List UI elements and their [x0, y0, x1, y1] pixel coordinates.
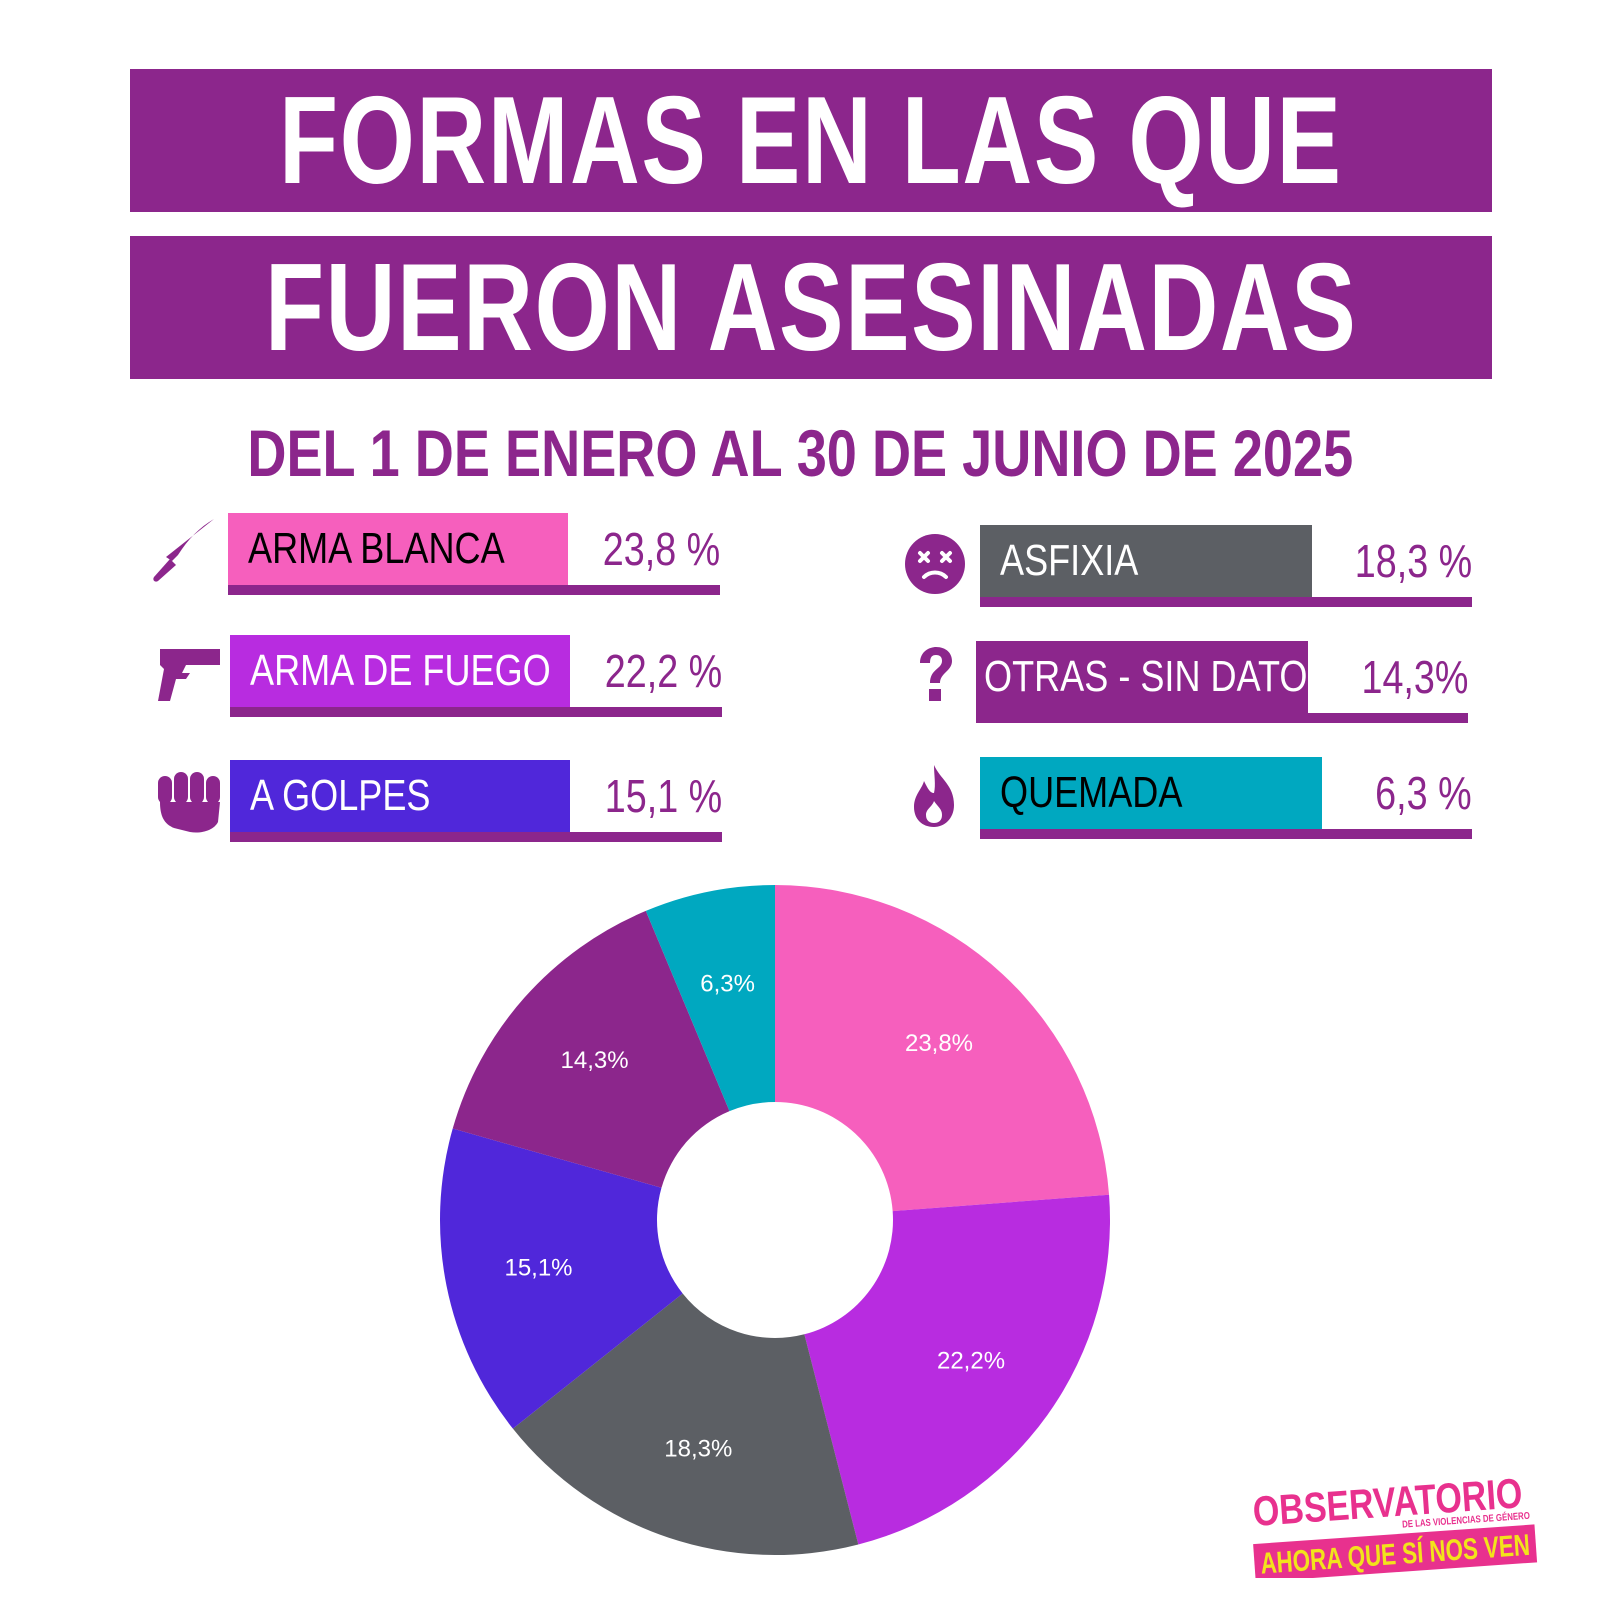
legend-item-asfixia: ASFIXIA 18,3 %	[900, 525, 1472, 615]
legend-label: QUEMADA	[1000, 768, 1183, 817]
legend-box: ASFIXIA	[980, 525, 1312, 597]
legend-label: OTRAS - SIN DATOS	[984, 652, 1308, 701]
slice-label: 6,3%	[700, 971, 755, 998]
observatorio-logo: OBSERVATORIO DE LAS VIOLENCIAS DE GÉNERO…	[1252, 1469, 1538, 1578]
legend-value: 14,3%	[1361, 651, 1468, 703]
title-band-1: FORMAS EN LAS QUE	[130, 69, 1492, 212]
legend-box: ARMA DE FUEGO	[230, 635, 570, 707]
title-band-2: FUERON ASESINADAS	[130, 236, 1492, 379]
legend-underline	[980, 829, 1472, 839]
donut-slice	[804, 1194, 1110, 1545]
legend-underline	[976, 713, 1468, 723]
legend-box: ARMA BLANCA	[228, 513, 568, 585]
chart-title-line-1: FORMAS EN LAS QUE	[279, 71, 1343, 210]
legend-underline	[230, 832, 722, 842]
legend-underline	[228, 585, 720, 595]
legend-label: ARMA DE FUEGO	[250, 646, 551, 695]
chart-subtitle: DEL 1 DE ENERO AL 30 DE JUNIO DE 2025	[247, 416, 1353, 490]
fire-icon	[914, 765, 954, 827]
knife-icon	[153, 519, 214, 582]
legend-value: 22,2 %	[604, 645, 722, 697]
legend-box: OTRAS - SIN DATOS	[976, 641, 1308, 713]
legend-item-a-golpes: A GOLPES 15,1 %	[150, 760, 722, 850]
donut-slice	[452, 910, 730, 1188]
donut-slice	[440, 1128, 683, 1429]
slice-label: 18,3%	[664, 1436, 732, 1463]
legend-label: ASFIXIA	[1000, 536, 1139, 585]
donut-slice	[645, 885, 775, 1112]
legend-label: ARMA BLANCA	[248, 524, 505, 573]
chart-title-line-2: FUERON ASESINADAS	[264, 238, 1358, 377]
legend-underline	[230, 707, 722, 717]
legend-box: QUEMADA	[980, 757, 1322, 829]
donut-slice	[775, 885, 1110, 1212]
legend-value: 23,8 %	[602, 523, 720, 575]
donut-slice	[512, 1293, 859, 1555]
question-icon	[920, 647, 952, 701]
legend-value: 6,3 %	[1375, 767, 1472, 819]
legend-box: A GOLPES	[230, 760, 570, 832]
donut-chart: 23,8% 22,2% 18,3% 15,1% 14,3% 6,3%	[440, 885, 1110, 1555]
slice-label: 22,2%	[937, 1348, 1005, 1375]
slice-label: 23,8%	[905, 1030, 973, 1057]
legend-item-otras-sin-datos: OTRAS - SIN DATOS 14,3%	[900, 641, 1472, 731]
gun-icon	[158, 649, 220, 701]
dizzy-face-icon	[905, 534, 965, 594]
slice-label: 15,1%	[504, 1254, 572, 1281]
legend-item-arma-blanca: ARMA BLANCA 23,8 %	[150, 513, 720, 603]
legend-item-quemada: QUEMADA 6,3 %	[900, 757, 1472, 847]
legend-label: A GOLPES	[250, 771, 431, 820]
legend-item-arma-de-fuego: ARMA DE FUEGO 22,2 %	[150, 635, 722, 725]
legend-value: 18,3 %	[1354, 535, 1472, 587]
logo-line-1: OBSERVATORIO	[1252, 1469, 1524, 1535]
fist-icon	[158, 772, 220, 833]
slice-label: 14,3%	[561, 1047, 629, 1074]
logo-band	[1253, 1524, 1538, 1578]
legend-value: 15,1 %	[604, 770, 722, 822]
legend-underline	[980, 597, 1472, 607]
